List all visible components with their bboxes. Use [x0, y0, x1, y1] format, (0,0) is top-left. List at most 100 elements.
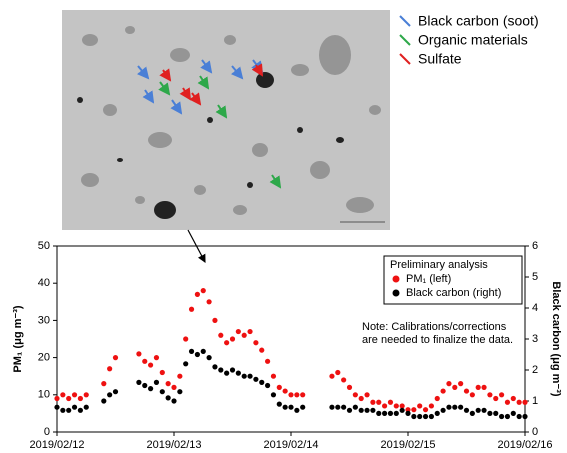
data-point — [434, 395, 440, 402]
data-point — [218, 332, 224, 338]
data-point — [469, 410, 475, 416]
data-point — [177, 373, 183, 379]
data-point — [288, 404, 294, 410]
data-point — [159, 389, 165, 395]
data-point — [458, 404, 464, 410]
data-point — [522, 399, 528, 405]
data-point — [153, 355, 160, 361]
data-point — [200, 288, 206, 294]
data-point — [136, 379, 142, 385]
data-point — [346, 407, 353, 413]
data-point — [188, 306, 195, 312]
data-point — [487, 392, 493, 398]
data-point — [229, 336, 236, 342]
data-point — [452, 384, 458, 390]
data-point — [253, 340, 259, 346]
y-tick-label: 0 — [44, 426, 50, 438]
data-point — [387, 399, 394, 405]
data-point — [382, 410, 388, 416]
data-point — [405, 410, 411, 416]
data-point — [504, 399, 511, 405]
data-point — [422, 413, 429, 420]
data-point — [510, 395, 516, 402]
data-point — [54, 404, 60, 410]
data-point — [66, 395, 72, 402]
data-point — [463, 388, 470, 394]
data-point — [411, 407, 417, 413]
data-point — [428, 403, 434, 409]
data-point — [446, 404, 452, 410]
legend-label: Organic materials — [418, 32, 528, 48]
data-point — [282, 404, 288, 410]
data-point — [522, 413, 528, 420]
micrograph — [62, 10, 390, 230]
data-point — [335, 404, 341, 410]
data-point — [171, 384, 177, 390]
data-point — [206, 355, 212, 361]
plot: 0 10 20 30 40 50 0 1 2 3 4 5 6 2019/02/12 2019/02/13 20… — [12, 240, 562, 451]
y2-tick-label: 0 — [532, 426, 538, 438]
data-point — [376, 410, 382, 416]
data-point — [60, 392, 66, 398]
data-point — [475, 384, 481, 390]
data-point — [358, 395, 364, 402]
legend-box — [383, 255, 523, 305]
data-point — [165, 395, 171, 401]
x-tick-label: 2019/02/12 — [29, 439, 84, 451]
data-point — [463, 407, 470, 413]
legend-title: Preliminary analysis — [390, 259, 488, 271]
data-point — [206, 299, 212, 305]
data-point — [265, 358, 271, 364]
data-point — [370, 399, 376, 405]
data-point — [335, 369, 341, 376]
legend-arrow — [399, 15, 411, 27]
data-point — [405, 407, 411, 413]
annotation: Note: Calibrations/corrections — [362, 321, 507, 333]
legend-label: Black carbon (soot) — [418, 13, 539, 29]
data-point — [112, 355, 119, 361]
y-axis-title: PM₁ (μg m⁻³) — [12, 305, 24, 373]
data-point — [411, 413, 417, 420]
data-point — [504, 413, 511, 420]
data-point — [516, 413, 522, 420]
data-point — [77, 395, 83, 402]
data-point — [200, 348, 206, 354]
legend-marker — [392, 289, 400, 297]
data-point — [165, 381, 171, 387]
data-point — [229, 367, 236, 373]
data-point — [259, 379, 265, 385]
data-point — [376, 399, 382, 405]
data-point — [177, 389, 183, 395]
data-point — [382, 403, 388, 409]
data-point — [153, 379, 160, 385]
data-point — [282, 388, 288, 394]
data-point — [188, 348, 195, 354]
image-legend: Black carbon (soot) Organic materials Sulf… — [399, 13, 539, 67]
data-point — [422, 407, 429, 413]
legend-marker — [392, 275, 400, 283]
data-point — [265, 382, 271, 389]
legend-label: Sulfate — [418, 51, 462, 67]
annotation: are needed to finalize the data. — [362, 334, 513, 346]
data-point — [71, 404, 78, 410]
data-point — [253, 376, 259, 382]
y2-axis-title: Black carbon (μg m⁻³) — [550, 281, 562, 397]
data-point — [440, 407, 446, 413]
data-point — [112, 389, 119, 395]
data-point — [493, 395, 499, 402]
data-point — [276, 384, 282, 390]
data-point — [352, 404, 358, 410]
legend-arrow — [399, 34, 411, 46]
data-point — [83, 404, 89, 410]
data-point — [440, 388, 446, 394]
data-point — [107, 392, 113, 398]
data-point — [66, 407, 72, 413]
data-point — [71, 392, 78, 398]
x-tick-label: 2019/02/16 — [497, 439, 552, 451]
data-point — [469, 392, 475, 398]
data-point — [428, 413, 434, 420]
data-point — [358, 407, 364, 413]
data-point — [241, 373, 247, 379]
data-point — [77, 407, 83, 413]
data-point — [183, 336, 189, 342]
